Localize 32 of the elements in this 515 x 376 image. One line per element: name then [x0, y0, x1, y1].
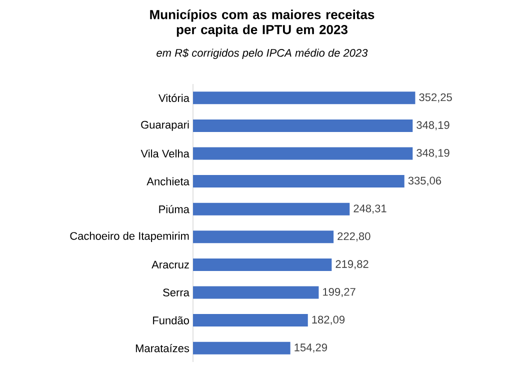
- bar: [193, 92, 416, 104]
- bar: [193, 119, 413, 132]
- bar: [193, 258, 332, 271]
- y-tick-label: Vila Velha: [140, 149, 190, 158]
- y-tick-label: Serra: [163, 288, 190, 296]
- y-tick-label: Guarapari: [141, 120, 189, 131]
- data-label: 199,27: [323, 288, 356, 298]
- data-label: 219,82: [336, 260, 368, 270]
- data-label: 154,29: [294, 344, 327, 353]
- y-tick-label: Aracruz: [152, 260, 189, 269]
- bar: [193, 286, 319, 299]
- bar: [193, 342, 290, 354]
- y-tick-label: Anchieta: [146, 177, 190, 186]
- bar: [193, 202, 350, 216]
- data-label: 248,31: [354, 204, 386, 214]
- data-label: 182,09: [312, 316, 345, 325]
- y-tick-label: Piúma: [159, 205, 190, 214]
- y-tick-label: Cachoeiro de Itapemirim: [70, 232, 189, 242]
- chart-subtitle: em R$ corrigidos pelo IPCA médio de 2023: [156, 48, 368, 59]
- y-tick-label: Vitória: [158, 94, 190, 102]
- bar: [193, 230, 334, 244]
- data-label: 348,19: [416, 121, 450, 130]
- bar: [193, 147, 413, 160]
- data-label: 352,25: [419, 93, 452, 102]
- y-tick-label: Marataízes: [136, 344, 190, 352]
- data-label: 335,06: [408, 176, 442, 186]
- bar: [193, 175, 404, 188]
- data-label: 222,80: [338, 232, 370, 242]
- data-label: 348,19: [416, 148, 450, 158]
- bar: [193, 314, 308, 327]
- y-tick-label: Fundão: [153, 316, 189, 324]
- chart-title: Municípios com as maiores receitas per capita de IPTU em 2023: [150, 10, 374, 37]
